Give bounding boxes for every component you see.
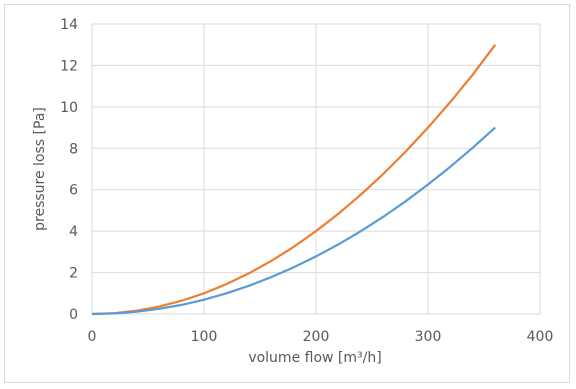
y-tick-label: 4 xyxy=(69,224,78,240)
y-tick-label: 14 xyxy=(60,17,78,33)
series-line-1 xyxy=(91,126,496,316)
series-line-0 xyxy=(91,44,497,316)
plot-area-border xyxy=(91,23,541,315)
x-tick-label: 200 xyxy=(303,329,330,345)
x-axis-ticks: 0 100 200 300 400 xyxy=(88,329,554,345)
y-tick-label: 10 xyxy=(60,100,78,116)
gridlines xyxy=(91,23,541,315)
x-tick-label: 300 xyxy=(415,329,442,345)
x-axis-label: volume flow [m³/h] xyxy=(248,350,381,366)
chart-frame xyxy=(4,4,570,383)
x-tick-label: 0 xyxy=(88,329,97,345)
y-tick-label: 12 xyxy=(60,58,78,74)
y-axis-ticks: 0 2 4 6 8 10 12 14 xyxy=(60,17,78,323)
y-tick-label: 0 xyxy=(69,307,78,323)
plot-area xyxy=(91,23,541,315)
y-tick-label: 6 xyxy=(69,183,78,199)
series-layer xyxy=(91,44,497,316)
y-axis-label: pressure loss [Pa] xyxy=(32,107,48,231)
x-tick-label: 400 xyxy=(527,329,554,345)
y-tick-label: 8 xyxy=(69,141,78,157)
y-tick-label: 2 xyxy=(69,266,78,282)
x-tick-label: 100 xyxy=(191,329,218,345)
